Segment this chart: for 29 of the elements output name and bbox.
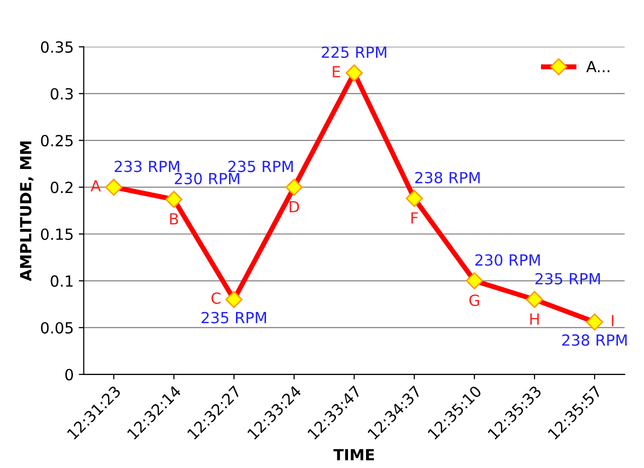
x-axis-title: TIME bbox=[333, 449, 374, 460]
annotation: 233 RPM bbox=[114, 160, 180, 172]
annotation: 230 RPM bbox=[174, 172, 240, 184]
y-tick-label: 0.25 bbox=[40, 134, 73, 146]
y-tick-label: 0.1 bbox=[50, 275, 73, 287]
y-tick-label: 0.3 bbox=[50, 88, 73, 100]
annotation: A bbox=[90, 180, 101, 192]
annotation: 235 RPM bbox=[202, 312, 266, 324]
legend-label: A... bbox=[586, 61, 610, 72]
annotation: 235 RPM bbox=[535, 272, 600, 285]
annotation: F bbox=[411, 212, 418, 224]
annotation: B bbox=[170, 213, 178, 224]
annotation: 238 RPM bbox=[562, 334, 627, 346]
annotation: E bbox=[332, 66, 340, 78]
annotation: G bbox=[469, 294, 480, 306]
annotation: 225 RPM bbox=[322, 46, 386, 58]
annotation: 230 RPM bbox=[475, 254, 540, 266]
y-tick-label: 0.35 bbox=[40, 41, 73, 53]
annotation: I bbox=[612, 315, 614, 326]
y-tick-label: 0.05 bbox=[40, 322, 73, 334]
y-axis-title: AMPLITUDE, MM bbox=[20, 141, 34, 282]
annotation: 238 RPM bbox=[415, 172, 480, 184]
y-tick-label: 0 bbox=[65, 368, 73, 380]
annotation: C bbox=[211, 292, 220, 304]
annotation: H bbox=[530, 313, 539, 325]
annotation: D bbox=[290, 201, 300, 212]
annotation: 235 RPM bbox=[228, 160, 293, 172]
y-tick-label: 0.2 bbox=[50, 182, 72, 194]
y-tick-label: 0.15 bbox=[40, 228, 73, 240]
